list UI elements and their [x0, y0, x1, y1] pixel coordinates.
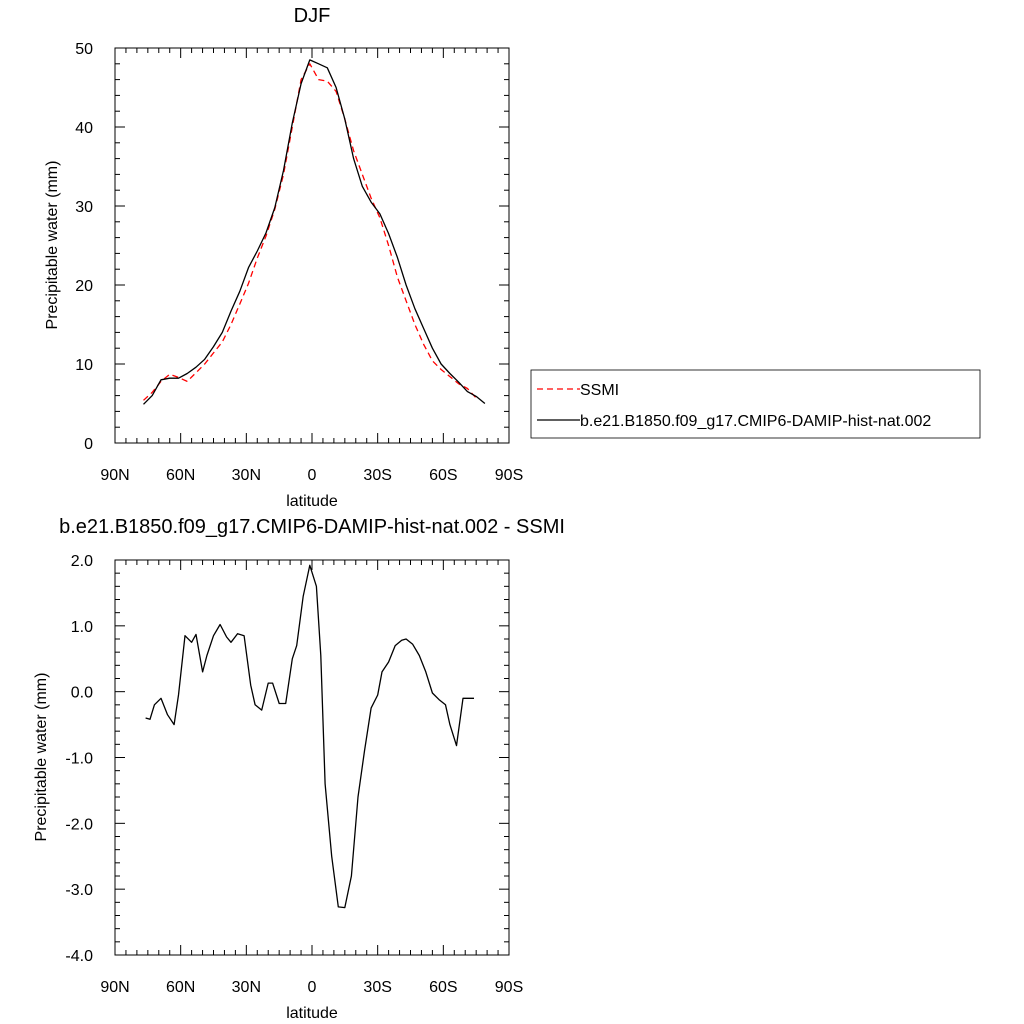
- top-y-axis-label: Precipitable water (mm): [44, 161, 61, 330]
- top-y-tick-label: 50: [75, 41, 93, 58]
- top-y-tick-label: 20: [75, 278, 93, 295]
- bottom-x-tick-label: 60S: [429, 979, 457, 996]
- bottom-y-tick-label: -3.0: [65, 882, 93, 899]
- bottom-plot-frame: [114, 559, 510, 956]
- legend-label-model: b.e21.B1850.f09_g17.CMIP6-DAMIP-hist-nat…: [580, 413, 931, 430]
- bottom-y-axis-label: Precipitable water (mm): [33, 673, 50, 842]
- bottom-y-tick-label: -4.0: [65, 948, 93, 965]
- top-x-tick-label: 30S: [363, 467, 391, 484]
- top-x-tick-label: 90S: [495, 467, 523, 484]
- legend-label-ssmi: SSMI: [580, 382, 619, 399]
- top-x-axis-label: latitude: [286, 493, 338, 510]
- precipitable-water-djf-panel: DJF 90N 60N 30N 0 30S 60S 90S 0 10 20 30 40 50 latit…: [44, 5, 523, 510]
- top-x-tick-label: 30N: [232, 467, 261, 484]
- top-x-tick-label: 0: [308, 467, 317, 484]
- legend: SSMI b.e21.B1850.f09_g17.CMIP6-DAMIP-his…: [530, 369, 981, 439]
- top-plot-frame: [114, 47, 510, 444]
- bottom-chart-title: b.e21.B1850.f09_g17.CMIP6-DAMIP-hist-nat…: [59, 516, 565, 538]
- bottom-x-tick-label: 0: [308, 979, 317, 996]
- top-x-tick-label: 90N: [100, 467, 129, 484]
- legend-box: [530, 369, 981, 439]
- top-plot-area: 90N 60N 30N 0 30S 60S 90S 0 10 20 30 40 50: [75, 41, 523, 484]
- bottom-y-tick-label: -2.0: [65, 816, 93, 833]
- top-x-tick-label: 60S: [429, 467, 457, 484]
- bottom-y-tick-label: 1.0: [71, 619, 93, 636]
- bottom-y-tick-label: 2.0: [71, 553, 93, 570]
- difference-series-line: [145, 564, 474, 909]
- bottom-x-tick-label: 30S: [363, 979, 391, 996]
- top-x-tick-label: 60N: [166, 467, 195, 484]
- bottom-x-tick-label: 60N: [166, 979, 195, 996]
- top-y-tick-label: 10: [75, 357, 93, 374]
- model-series-line: [143, 59, 486, 405]
- difference-panel: b.e21.B1850.f09_g17.CMIP6-DAMIP-hist-nat…: [33, 516, 565, 1022]
- ssmi-series-line: [143, 63, 477, 401]
- bottom-x-tick-label: 90S: [495, 979, 523, 996]
- bottom-x-axis-label: latitude: [286, 1005, 338, 1022]
- top-chart-title: DJF: [294, 5, 331, 27]
- bottom-y-tick-label: 0.0: [71, 685, 93, 702]
- bottom-x-tick-label: 90N: [100, 979, 129, 996]
- top-y-tick-label: 30: [75, 199, 93, 216]
- bottom-x-tick-label: 30N: [232, 979, 261, 996]
- bottom-plot-area: 90N 60N 30N 0 30S 60S 90S -4.0 -3.0 -2.0 -1.0 0.0 1.…: [65, 553, 523, 996]
- top-y-tick-label: 40: [75, 120, 93, 137]
- bottom-y-tick-label: -1.0: [65, 751, 93, 768]
- top-y-tick-label: 0: [84, 436, 93, 453]
